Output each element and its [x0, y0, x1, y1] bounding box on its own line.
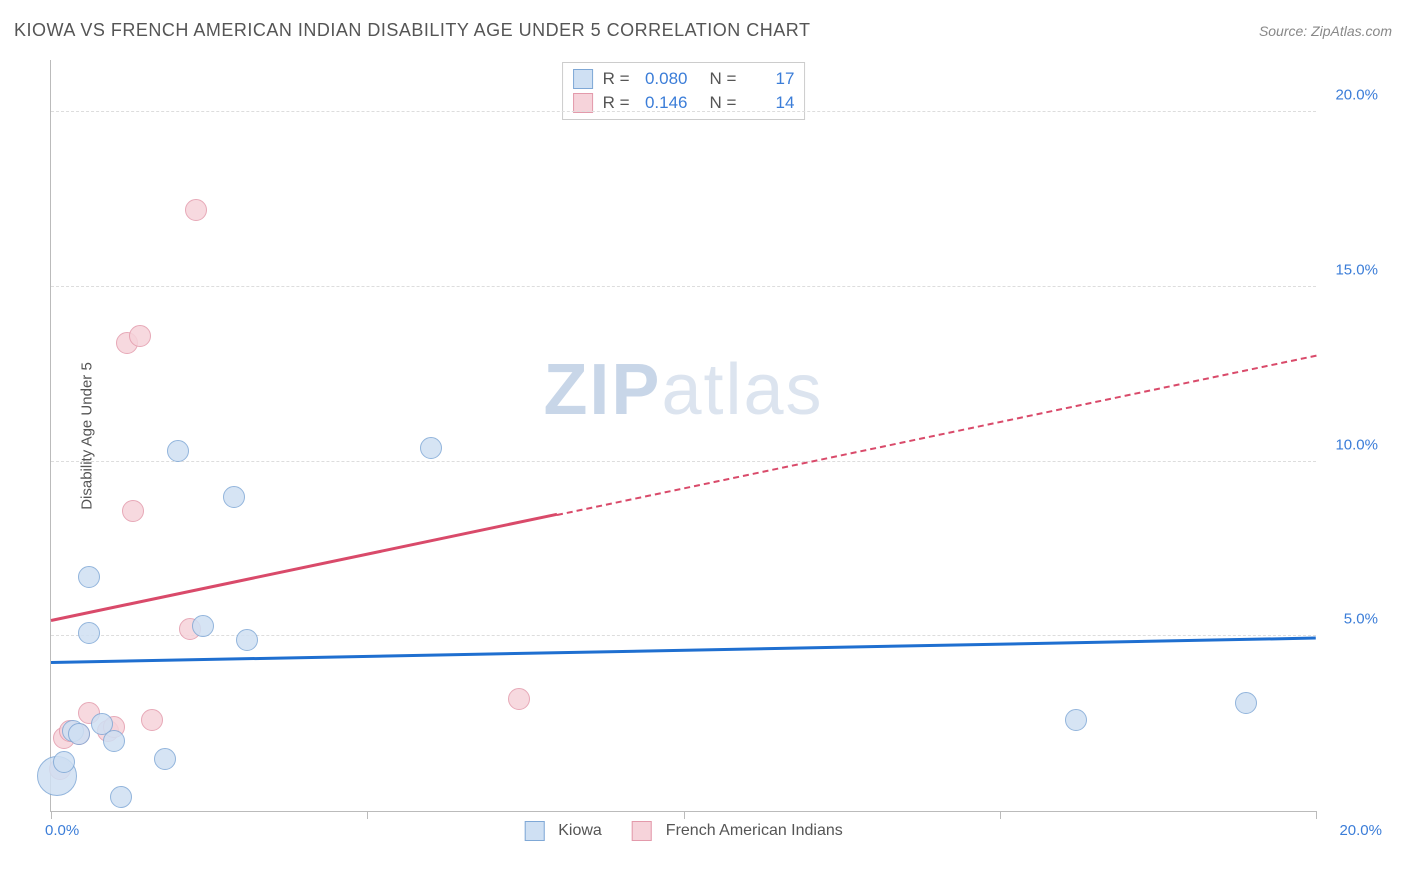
source-credit: Source: ZipAtlas.com: [1259, 23, 1392, 39]
r-value-kiowa: 0.080: [638, 69, 688, 89]
y-tick-label: 15.0%: [1335, 262, 1378, 279]
legend-item-kiowa: Kiowa: [524, 821, 602, 841]
x-tick: [1000, 811, 1001, 819]
y-tick-label: 20.0%: [1335, 87, 1378, 104]
swatch-kiowa: [573, 69, 593, 89]
data-point-kiowa: [154, 748, 176, 770]
x-tick: [684, 811, 685, 819]
y-axis-label: Disability Age Under 5: [78, 362, 95, 510]
data-point-kiowa: [103, 730, 125, 752]
gridline: [51, 286, 1316, 287]
x-tick: [367, 811, 368, 819]
data-point-french: [129, 325, 151, 347]
y-tick-label: 10.0%: [1335, 436, 1378, 453]
trend-line: [557, 355, 1316, 516]
chart-area: Disability Age Under 5 ZIPatlas R = 0.08…: [50, 60, 1386, 842]
data-point-kiowa: [236, 629, 258, 651]
data-point-french: [508, 688, 530, 710]
data-point-kiowa: [68, 723, 90, 745]
source-link[interactable]: ZipAtlas.com: [1311, 23, 1392, 39]
swatch-french-icon: [632, 821, 652, 841]
watermark: ZIPatlas: [543, 349, 823, 431]
chart-title: KIOWA VS FRENCH AMERICAN INDIAN DISABILI…: [14, 20, 810, 41]
n-value-kiowa: 17: [744, 69, 794, 89]
gridline: [51, 111, 1316, 112]
x-min-label: 0.0%: [45, 822, 79, 839]
swatch-french: [573, 93, 593, 113]
data-point-kiowa: [1235, 692, 1257, 714]
data-point-french: [185, 199, 207, 221]
data-point-french: [141, 709, 163, 731]
data-point-kiowa: [223, 486, 245, 508]
data-point-kiowa: [192, 615, 214, 637]
plot-region: Disability Age Under 5 ZIPatlas R = 0.08…: [50, 60, 1316, 812]
r-value-french: 0.146: [638, 93, 688, 113]
data-point-kiowa: [78, 566, 100, 588]
data-point-kiowa: [78, 622, 100, 644]
data-point-french: [122, 500, 144, 522]
x-tick: [1316, 811, 1317, 819]
gridline: [51, 461, 1316, 462]
x-max-label: 20.0%: [1339, 822, 1382, 839]
n-value-french: 14: [744, 93, 794, 113]
trend-line: [51, 513, 558, 622]
swatch-kiowa-icon: [524, 821, 544, 841]
y-tick-label: 5.0%: [1344, 611, 1378, 628]
data-point-kiowa: [1065, 709, 1087, 731]
data-point-kiowa: [110, 786, 132, 808]
data-point-kiowa: [420, 437, 442, 459]
data-point-kiowa: [167, 440, 189, 462]
x-tick: [51, 811, 52, 819]
stats-row-kiowa: R = 0.080 N = 17: [573, 67, 795, 91]
legend-item-french: French American Indians: [632, 821, 843, 841]
chart-header: KIOWA VS FRENCH AMERICAN INDIAN DISABILI…: [14, 20, 1392, 41]
data-point-kiowa: [53, 751, 75, 773]
series-legend: Kiowa French American Indians: [524, 821, 843, 841]
